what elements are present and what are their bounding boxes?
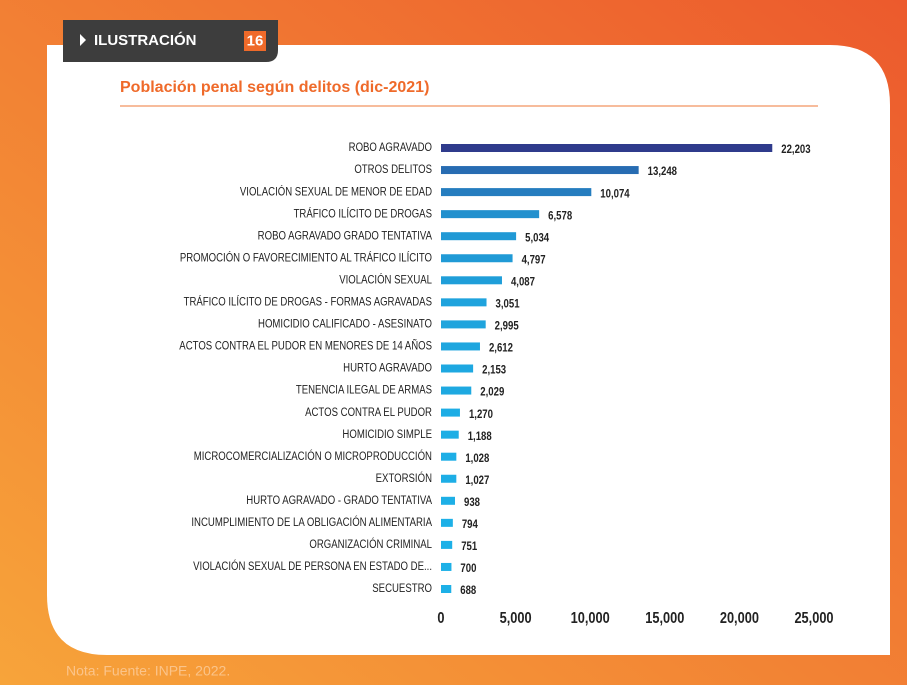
category-label: TRÁFICO ILÍCITO DE DROGAS - FORMAS AGRAV… xyxy=(184,294,432,308)
category-label: VIOLACIÓN SEXUAL xyxy=(339,272,432,286)
value-label: 22,203 xyxy=(781,143,810,156)
bar xyxy=(441,518,453,527)
value-label: 938 xyxy=(464,496,480,509)
chart: 0 5,000 10,000 15,000 20,000 25,000 ROBO AGRAV… xyxy=(179,141,833,627)
category-label: HOMICIDIO SIMPLE xyxy=(342,428,432,441)
value-label: 1,270 xyxy=(469,408,493,421)
value-label: 2,153 xyxy=(482,364,506,377)
category-label: TENENCIA ILEGAL DE ARMAS xyxy=(296,384,432,397)
category-label: VIOLACIÓN SEXUAL DE PERSONA EN ESTADO DE… xyxy=(193,559,432,573)
x-tick-label: 10,000 xyxy=(571,610,610,628)
value-label: 2,029 xyxy=(480,386,504,399)
x-tick-label: 20,000 xyxy=(720,610,759,628)
bar xyxy=(441,188,592,197)
bar xyxy=(441,320,486,329)
category-label: INCUMPLIMIENTO DE LA OBLIGACIÓN ALIMENTA… xyxy=(191,515,432,529)
bar xyxy=(441,232,517,241)
value-label: 688 xyxy=(460,584,476,597)
category-label: TRÁFICO ILÍCITO DE DROGAS xyxy=(294,206,432,220)
value-label: 1,028 xyxy=(465,452,489,465)
x-tick-label: 0 xyxy=(437,610,444,628)
note: Nota: Fuente: INPE, 2022. xyxy=(66,663,230,679)
bar xyxy=(441,562,452,571)
value-label: 794 xyxy=(462,518,478,531)
bar xyxy=(441,342,480,351)
bar xyxy=(441,585,452,593)
bar xyxy=(441,254,513,263)
bar xyxy=(441,144,773,152)
value-label: 4,797 xyxy=(522,253,546,266)
bar xyxy=(441,364,474,373)
bar xyxy=(441,452,457,461)
value-label: 6,578 xyxy=(548,209,572,222)
x-tick-label: 25,000 xyxy=(794,610,833,628)
category-label: ACTOS CONTRA EL PUDOR xyxy=(305,406,432,419)
category-label: OTROS DELITOS xyxy=(354,163,432,176)
value-label: 4,087 xyxy=(511,276,535,289)
value-label: 2,995 xyxy=(495,320,519,333)
plot xyxy=(441,144,773,593)
value-label: 1,188 xyxy=(468,430,492,443)
tab-label: ILUSTRACIÓN xyxy=(94,31,197,49)
x-tick-label: 15,000 xyxy=(645,610,684,628)
bar xyxy=(441,474,457,483)
category-label: ROBO AGRAVADO xyxy=(349,141,432,154)
category-label: SECUESTRO xyxy=(372,582,432,595)
value-label: 2,612 xyxy=(489,342,513,355)
tab xyxy=(63,20,278,62)
category-label: ROBO AGRAVADO GRADO TENTATIVA xyxy=(258,229,433,242)
chart-title: Población penal según delitos (dic-2021) xyxy=(120,79,429,96)
category-label: HOMICIDIO CALIFICADO - ASESINATO xyxy=(258,318,432,331)
category-label: ORGANIZACIÓN CRIMINAL xyxy=(309,537,432,551)
bar xyxy=(441,276,502,285)
tab-number-box xyxy=(244,31,266,51)
value-label: 5,034 xyxy=(525,231,549,244)
bar xyxy=(441,496,455,505)
category-label: HURTO AGRAVADO - GRADO TENTATIVA xyxy=(246,494,432,507)
x-tick-label: 5,000 xyxy=(500,610,532,628)
value-label: 751 xyxy=(461,540,477,553)
value-label: 13,248 xyxy=(648,165,677,178)
bar xyxy=(441,430,459,439)
bar xyxy=(441,408,460,417)
tab-arrow xyxy=(80,34,86,46)
category-label: ACTOS CONTRA EL PUDOR EN MENORES DE 14 A… xyxy=(179,339,432,353)
bar xyxy=(441,166,639,175)
bar xyxy=(441,210,540,219)
category-label: MICROCOMERCIALIZACIÓN O MICROPRODUCCIÓN xyxy=(194,449,432,463)
bar xyxy=(441,540,453,549)
tab-number: 16 xyxy=(247,32,264,49)
category-label: EXTORSIÓN xyxy=(376,471,432,485)
value-label: 1,027 xyxy=(465,474,489,487)
category-label: VIOLACIÓN SEXUAL DE MENOR DE EDAD xyxy=(240,184,432,198)
bar xyxy=(441,298,487,307)
category-label: HURTO AGRAVADO xyxy=(343,362,432,375)
bar xyxy=(441,386,472,395)
value-label: 700 xyxy=(460,562,476,575)
value-label: 3,051 xyxy=(496,298,520,311)
value-label: 10,074 xyxy=(600,187,629,200)
category-label: PROMOCIÓN O FAVORECIMIENTO AL TRÁFICO IL… xyxy=(180,250,432,264)
